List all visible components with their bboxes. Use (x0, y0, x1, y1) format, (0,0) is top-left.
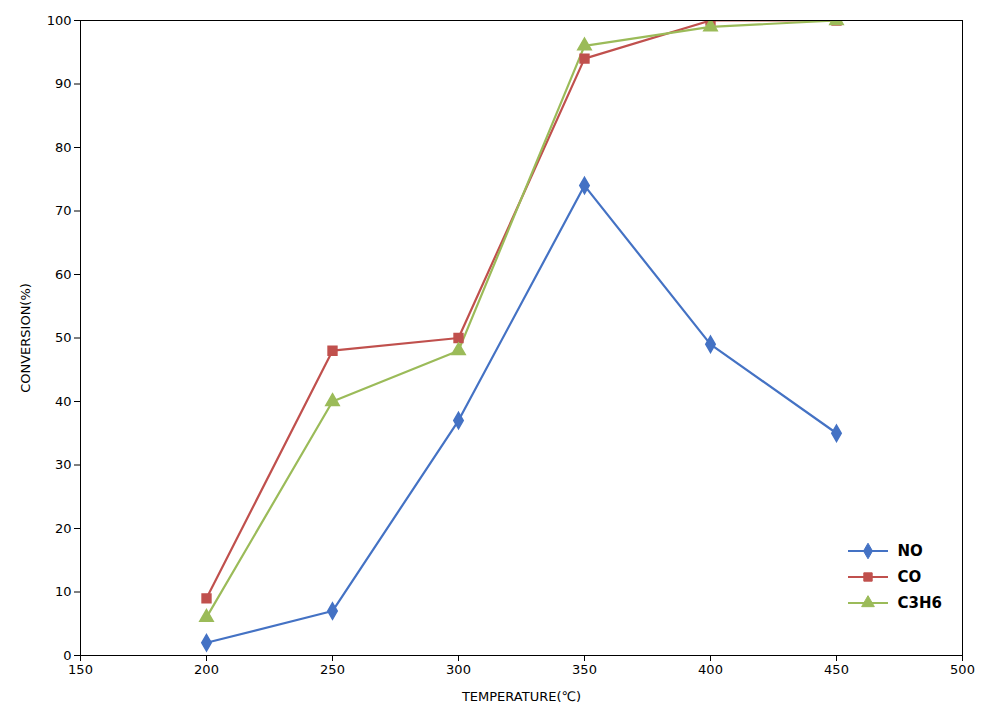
svg-text:500: 500 (950, 662, 975, 677)
svg-text:60: 60 (55, 267, 72, 282)
svg-text:450: 450 (824, 662, 849, 677)
svg-text:350: 350 (572, 662, 597, 677)
svg-text:100: 100 (47, 13, 72, 28)
svg-text:70: 70 (55, 203, 72, 218)
svg-text:200: 200 (194, 662, 219, 677)
svg-text:0: 0 (63, 648, 71, 663)
svg-text:40: 40 (55, 394, 72, 409)
svg-text:10: 10 (55, 584, 72, 599)
html-text:NO: NO (897, 542, 923, 560)
svg-text:150: 150 (68, 662, 93, 677)
svg-text:20: 20 (55, 521, 72, 536)
html-text:CO: CO (897, 568, 922, 586)
svg-text:50: 50 (55, 330, 72, 345)
svg-text:400: 400 (698, 662, 723, 677)
svg-text:CONVERSION(%): CONVERSION(%) (18, 283, 33, 393)
svg-text:90: 90 (55, 76, 72, 91)
svg-text:30: 30 (55, 457, 72, 472)
svg-text:TEMPERATURE(℃): TEMPERATURE(℃) (461, 689, 581, 704)
svg-text:80: 80 (55, 140, 72, 155)
svg-text:300: 300 (446, 662, 471, 677)
svg-text:250: 250 (320, 662, 345, 677)
html-text:C3H6: C3H6 (897, 594, 942, 612)
